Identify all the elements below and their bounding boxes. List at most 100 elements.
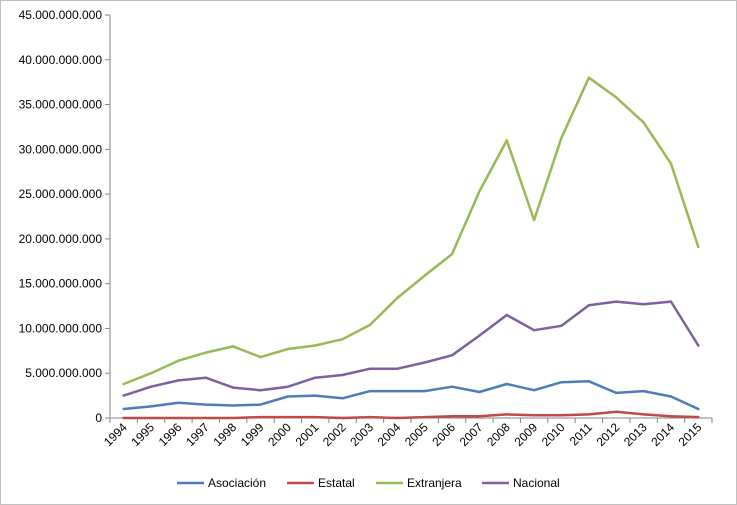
- data-point: [314, 415, 317, 419]
- data-point: [314, 394, 317, 397]
- x-tick-label: 2014: [648, 420, 677, 449]
- data-point: [259, 403, 262, 406]
- data-point: [505, 139, 508, 142]
- data-point: [259, 389, 262, 392]
- data-point: [532, 414, 536, 417]
- data-point: [478, 334, 481, 337]
- data-point: [669, 162, 673, 165]
- data-point: [368, 389, 372, 393]
- x-tick-label: 2011: [567, 420, 595, 448]
- data-point: [149, 372, 153, 375]
- data-point: [341, 337, 344, 341]
- x-tick-label: 2003: [347, 420, 376, 449]
- data-point: [341, 373, 344, 377]
- data-point: [149, 416, 153, 420]
- data-point: [450, 354, 454, 357]
- data-point: [669, 415, 673, 418]
- data-point: [423, 389, 426, 393]
- data-point: [423, 361, 426, 364]
- data-point: [396, 367, 399, 370]
- data-point: [587, 76, 591, 79]
- x-tick-label: 1998: [210, 420, 239, 449]
- data-point: [532, 218, 536, 222]
- series-line-asociación: [122, 380, 700, 411]
- x-tick-label: 1999: [238, 420, 267, 449]
- data-point: [505, 313, 508, 317]
- data-point: [314, 344, 317, 347]
- x-tick-label: 2015: [676, 420, 705, 449]
- x-tick-label: 2013: [621, 420, 650, 449]
- x-tick-label: 2008: [484, 420, 513, 449]
- x-tick-label: 1995: [128, 420, 157, 449]
- x-tick-label: 2001: [293, 420, 322, 449]
- data-point: [669, 300, 673, 303]
- data-point: [231, 416, 235, 420]
- x-tick-label: 2000: [265, 420, 294, 449]
- data-point: [478, 415, 481, 418]
- data-point: [669, 395, 673, 398]
- data-point: [697, 415, 700, 419]
- x-tick-label: 1996: [156, 420, 185, 449]
- y-tick-label: 35.000.000.000: [19, 98, 103, 112]
- data-point: [396, 416, 399, 420]
- data-point: [587, 303, 591, 307]
- data-point: [532, 389, 536, 392]
- data-point: [532, 329, 536, 332]
- data-point: [341, 397, 344, 400]
- data-point: [396, 389, 399, 393]
- data-point: [149, 405, 153, 408]
- data-point: [286, 385, 290, 388]
- data-point: [286, 395, 290, 398]
- data-point: [697, 245, 700, 249]
- x-tick-label: 1997: [183, 420, 212, 449]
- data-point: [368, 415, 372, 419]
- data-point: [615, 391, 618, 395]
- data-point: [122, 407, 125, 411]
- data-point: [177, 416, 180, 420]
- data-point: [231, 386, 235, 389]
- data-point: [642, 121, 645, 124]
- series-line-nacional: [122, 300, 700, 397]
- data-point: [122, 416, 125, 420]
- data-point: [642, 303, 645, 306]
- data-point: [341, 416, 344, 420]
- data-point: [450, 385, 454, 388]
- x-axis-ticks: 1994199519961997199819992000200120022003…: [101, 418, 713, 449]
- data-point: [450, 415, 454, 418]
- data-point: [314, 376, 317, 379]
- y-tick-label: 5.000.000.000: [25, 366, 102, 380]
- data-point: [231, 404, 235, 407]
- x-tick-label: 2002: [320, 420, 349, 449]
- x-tick-label: 2005: [402, 420, 431, 449]
- x-tick-label: 1994: [101, 420, 130, 449]
- data-point: [204, 376, 207, 379]
- data-point: [615, 300, 618, 303]
- data-point: [505, 382, 508, 386]
- data-point: [204, 403, 207, 406]
- data-point: [204, 416, 207, 420]
- y-tick-label: 30.000.000.000: [19, 142, 103, 156]
- y-tick-label: 10.000.000.000: [19, 321, 103, 335]
- data-point: [259, 415, 262, 419]
- data-point: [697, 407, 700, 411]
- data-point: [560, 136, 563, 139]
- x-tick-label: 2007: [457, 420, 486, 449]
- data-point: [149, 385, 153, 388]
- data-point: [368, 323, 372, 327]
- data-point: [560, 380, 563, 384]
- x-tick-label: 2012: [594, 420, 623, 449]
- data-point: [615, 410, 618, 413]
- data-point: [368, 367, 372, 370]
- y-tick-label: 15.000.000.000: [19, 277, 103, 291]
- y-tick-label: 40.000.000.000: [19, 53, 103, 67]
- legend-label: Estatal: [318, 476, 355, 490]
- data-point: [204, 351, 207, 354]
- series-line-extranjera: [122, 76, 700, 386]
- y-tick-label: 25.000.000.000: [19, 187, 103, 201]
- data-point: [396, 296, 399, 300]
- data-point: [423, 415, 426, 419]
- data-point: [423, 274, 426, 277]
- y-tick-label: 0: [95, 411, 102, 425]
- data-point: [286, 347, 290, 351]
